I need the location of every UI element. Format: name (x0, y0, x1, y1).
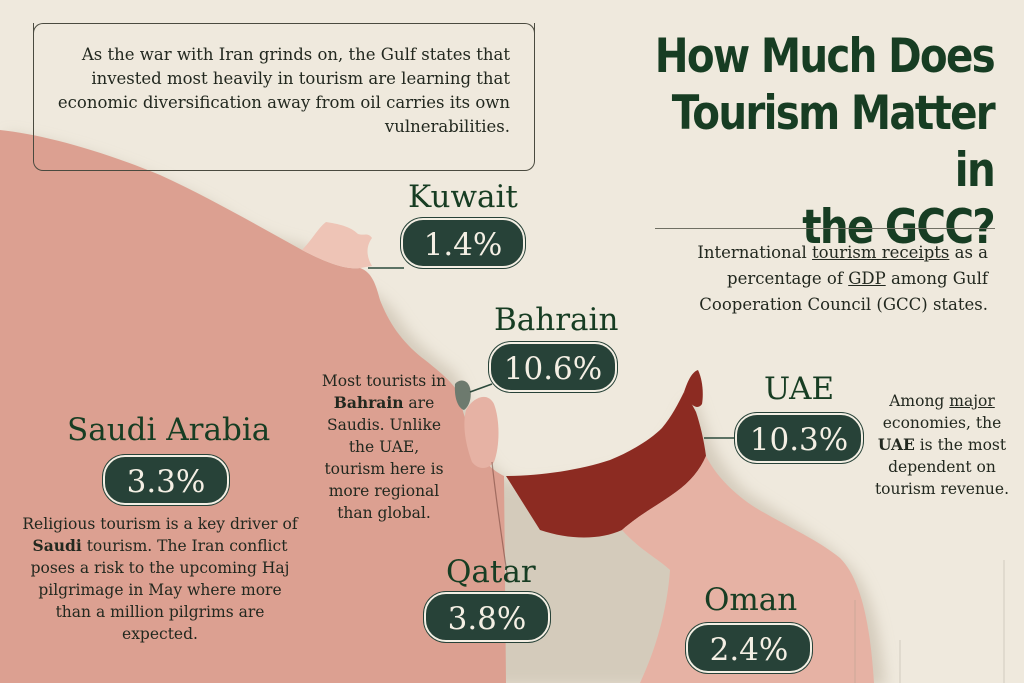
bahrain-note-line: the UAE, (348, 438, 420, 456)
bahrain-note-line: Bahrain are (318, 392, 450, 414)
bahrain-note-line: more regional (328, 482, 440, 500)
saudi-note-line: pilgrimage in May where more (38, 581, 282, 599)
saudi-arabia-value-badge: 3.3% (103, 455, 229, 505)
saudi-note-bold: Saudi (32, 536, 82, 555)
bahrain-note-line: tourism here is (324, 460, 444, 478)
bahrain-note-bold: Bahrain (333, 393, 404, 412)
uae-note-bold: UAE (877, 435, 915, 454)
tourism-receipts-link[interactable]: tourism receipts (812, 243, 950, 262)
uae-note-text: is the most (914, 436, 1007, 454)
kuwait-shape (302, 222, 372, 269)
subtitle-text-3: among Gulf Cooperation Council (GCC) sta… (699, 269, 988, 314)
uae-note-line: tourism revenue. (874, 480, 1010, 498)
title-line-1: How Much Does (654, 29, 996, 84)
kuwait-label: Kuwait (408, 179, 518, 215)
qatar-shape (464, 396, 499, 468)
saudi-note-line: expected. (122, 625, 198, 643)
oman-shape (622, 456, 874, 683)
musandam-shape (684, 370, 703, 407)
skyline-decoration (854, 560, 1005, 683)
bahrain-label: Bahrain (494, 302, 619, 338)
major-link[interactable]: major (949, 392, 995, 410)
bahrain-note-line: than global. (337, 504, 431, 522)
uae-note-line: dependent on (888, 458, 996, 476)
bahrain-shape (454, 380, 471, 410)
subtitle-text-2: as a percentage of (727, 243, 988, 288)
qatar-label: Qatar (446, 554, 536, 590)
page-title: How Much Does Tourism Matter in the GCC? (650, 28, 996, 256)
bahrain-value-badge: 10.6% (489, 342, 617, 392)
uae-value-badge: 10.3% (735, 413, 863, 463)
uae-note: Among major economies, the UAE is the mo… (870, 390, 1014, 500)
kuwait-value-badge: 1.4% (401, 218, 525, 268)
uae-note-line: Among major (870, 390, 1014, 412)
bahrain-note-text: are (403, 394, 435, 412)
uae-note-line: economies, the (882, 414, 1002, 432)
oman-label: Oman (704, 582, 798, 618)
saudi-note-line: than a million pilgrims are (55, 603, 265, 621)
gdp-link[interactable]: GDP (848, 269, 886, 288)
bahrain-note: Most tourists in Bahrain are Saudis. Unl… (318, 370, 450, 524)
uae-note-text: Among (889, 392, 950, 410)
uae-note-line: UAE is the most (870, 434, 1014, 456)
subtitle: International tourism receipts as a perc… (658, 240, 988, 318)
saudi-arabia-label: Saudi Arabia (67, 412, 271, 448)
oman-value-badge: 2.4% (686, 623, 812, 673)
saudi-note-line: Saudi tourism. The Iran conflict (18, 535, 302, 557)
title-line-2: Tourism Matter in (671, 86, 996, 198)
saudi-note-line: Religious tourism is a key driver of (22, 515, 298, 533)
saudi-note-line: poses a risk to the upcoming Haj (30, 559, 290, 577)
saudi-note-text: tourism. The Iran conflict (81, 537, 288, 555)
qatar-value-badge: 3.8% (424, 592, 550, 642)
title-divider (655, 228, 995, 229)
saudi-note: Religious tourism is a key driver of Sau… (18, 513, 302, 645)
bahrain-note-line: Saudis. Unlike (326, 416, 442, 434)
uae-shape (506, 392, 706, 538)
bahrain-note-line: Most tourists in (321, 372, 447, 390)
title-line-3: the GCC? (802, 200, 996, 255)
subtitle-text-1: International (697, 243, 813, 262)
saudi-arabia-shape (0, 130, 506, 683)
uae-label: UAE (764, 371, 835, 407)
intro-text: As the war with Iran grinds on, the Gulf… (33, 23, 535, 171)
bahrain-leader (469, 383, 493, 393)
